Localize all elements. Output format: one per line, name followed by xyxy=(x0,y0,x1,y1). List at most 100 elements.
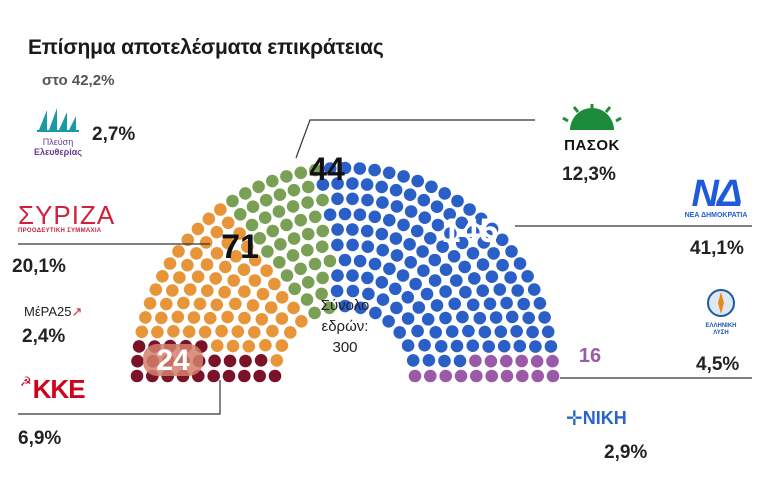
seat-dot xyxy=(287,301,300,315)
seat-dot xyxy=(203,311,217,325)
pleusi-line1: Πλεύση xyxy=(42,137,74,147)
seat-dot xyxy=(139,311,152,324)
seat-dot xyxy=(527,283,541,296)
seat-dot xyxy=(238,311,251,325)
seat-dot xyxy=(521,270,534,283)
seat-dot xyxy=(354,301,367,315)
seat-dot xyxy=(546,369,560,383)
seat-dot xyxy=(418,211,432,224)
seat-dot xyxy=(428,253,442,267)
seat-dot xyxy=(323,301,336,315)
seat-dot xyxy=(346,177,359,190)
seat-dot xyxy=(272,205,286,218)
seat-dot xyxy=(215,324,228,338)
niki-logo: ✛ΝΙΚΗ xyxy=(566,406,627,431)
syriza-name: ΣΥΡΙΖΑ xyxy=(18,200,116,230)
niki-name: ΝΙΚΗ xyxy=(582,408,627,428)
seat-dot xyxy=(255,313,269,326)
seat-dot xyxy=(459,285,472,299)
seat-dot xyxy=(401,312,415,325)
seat-dot xyxy=(484,354,498,368)
leader-line-kke xyxy=(18,380,221,415)
seat-dot xyxy=(382,166,396,180)
sailboat-icon xyxy=(37,108,79,132)
seat-dot xyxy=(210,298,224,312)
seat-dot xyxy=(338,299,352,313)
seat-dot xyxy=(246,299,260,312)
seat-dot xyxy=(210,339,224,353)
seat-dot xyxy=(316,271,329,285)
elliniki-logo: ΕΛΛΗΝΙΚΗ ΛΥΣΗ xyxy=(694,288,748,337)
seat-dot xyxy=(346,269,359,282)
seat-dot xyxy=(431,218,445,232)
seat-dot xyxy=(478,325,492,339)
seat-dot xyxy=(468,272,481,285)
seat-dot xyxy=(389,282,402,296)
seat-dot xyxy=(219,260,232,274)
seat-dot xyxy=(362,287,375,301)
seat-dot xyxy=(383,262,396,276)
seat-dot xyxy=(167,325,180,338)
seat-dot xyxy=(130,369,144,383)
seat-dot xyxy=(450,274,463,287)
seat-dot xyxy=(131,354,144,368)
seat-dot xyxy=(316,178,330,191)
mera25-logo: ΜέΡΑ25↗ xyxy=(24,304,82,320)
seat-dot xyxy=(439,263,453,277)
seat-dot xyxy=(229,249,243,263)
seat-dot xyxy=(439,311,452,325)
seat-dot xyxy=(338,253,352,267)
seat-dot xyxy=(397,218,410,232)
seat-dot xyxy=(411,324,424,338)
seat-dot xyxy=(429,326,443,339)
mera25-name: ΜέΡΑ25 xyxy=(24,304,72,319)
seat-dot xyxy=(199,236,213,249)
seat-dot xyxy=(476,284,490,298)
leader-lines xyxy=(18,119,752,415)
seat-dot xyxy=(428,274,442,287)
seat-dot xyxy=(156,270,169,283)
pasok-logo: ΠΑΣΟΚ xyxy=(552,104,632,154)
seat-dot xyxy=(135,325,149,339)
seat-dot xyxy=(424,232,437,245)
seat-dot xyxy=(404,255,418,269)
seat-dot xyxy=(494,325,508,339)
seat-dot xyxy=(268,277,281,291)
seat-dot xyxy=(517,297,530,311)
seat-dot xyxy=(301,243,314,257)
seat-dot xyxy=(450,339,464,353)
nd-percent: 41,1% xyxy=(690,238,744,259)
seat-count-label: 145 xyxy=(442,212,499,250)
seat-dot xyxy=(403,188,417,201)
seat-dot xyxy=(295,315,308,328)
seat-dot xyxy=(439,369,453,383)
seat-dot xyxy=(248,274,262,287)
seat-dot xyxy=(368,257,382,271)
seat-dot xyxy=(531,369,544,383)
seat-dot xyxy=(248,326,261,339)
seat-dot xyxy=(323,254,337,268)
seat-dot xyxy=(383,213,396,227)
total-seats-value: 300 xyxy=(332,339,358,356)
seat-dot xyxy=(382,315,395,328)
seat-dot xyxy=(201,284,214,298)
seat-dot xyxy=(411,174,425,188)
seat-dot xyxy=(241,240,254,253)
seat-dot xyxy=(163,257,177,270)
seat-dot xyxy=(274,238,287,251)
seat-dot xyxy=(453,354,467,368)
seat-dot xyxy=(485,369,499,383)
seat-dot xyxy=(353,162,367,175)
seat-dot xyxy=(389,183,403,197)
seat-dot xyxy=(533,297,547,310)
seat-dot xyxy=(416,245,429,258)
seat-dot xyxy=(331,269,344,282)
seat-dot xyxy=(361,271,374,285)
seat-dot xyxy=(286,200,300,213)
pleusi-percent: 2,7% xyxy=(92,124,136,145)
seat-count-label: 71 xyxy=(221,228,259,266)
seat-dot xyxy=(252,180,265,194)
seat-dot xyxy=(177,296,190,310)
seat-dot xyxy=(346,238,359,252)
